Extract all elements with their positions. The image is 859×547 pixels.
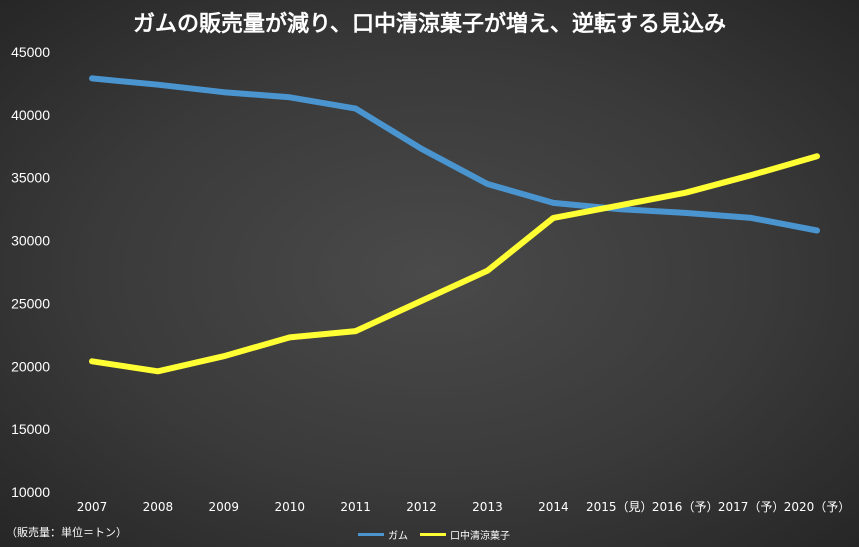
x-tick-label: 2013 [472,500,503,514]
y-tick-label: 40000 [11,107,50,123]
y-tick-label: 20000 [11,358,50,374]
x-axis-ticks: 2007 2008 2009 2010 2011 2012 2013 2014 2015（見） 2… [77,500,851,514]
series-line-breath-mints [89,153,820,375]
legend-label-gum: ガム [388,531,408,542]
x-tick-label: 2011 [340,500,371,514]
legend-item-gum: ガム [358,527,408,542]
series-lines [89,75,820,375]
y-tick-label: 30000 [11,233,50,249]
legend: ガム 口中清涼菓子 [358,527,510,542]
y-tick-label: 25000 [11,295,50,311]
x-tick-label: 2010 [274,500,305,514]
x-tick-label: 2012 [406,500,437,514]
legend-item-breath-mints: 口中清涼菓子 [420,527,510,542]
y-tick-label: 10000 [11,484,50,500]
y-axis-ticks: 10000 15000 20000 25000 30000 35000 40000 45000 [11,44,50,500]
x-tick-label: 2007 [77,500,108,514]
x-tick-label: 2015（見） [586,500,653,514]
x-tick-label: 2008 [143,500,174,514]
x-tick-label: 2017（予） [718,500,785,514]
y-tick-label: 35000 [11,170,50,186]
legend-label-breath-mints: 口中清涼菓子 [450,531,510,542]
y-tick-label: 15000 [11,421,50,437]
x-tick-label: 2016（予） [652,500,719,514]
series-line-gum [89,75,820,234]
x-tick-label: 2014 [538,500,569,514]
legend-swatch-breath-mints [420,533,446,536]
y-tick-label: 45000 [11,44,50,60]
legend-swatch-gum [358,533,384,536]
x-tick-label: 2009 [209,500,240,514]
x-tick-label: 2020（予） [784,500,851,514]
chart-title: ガムの販売量が減り、口中清涼菓子が増え、逆転する見込み [132,12,727,37]
unit-note: （販売量：単位＝トン） [6,526,127,539]
